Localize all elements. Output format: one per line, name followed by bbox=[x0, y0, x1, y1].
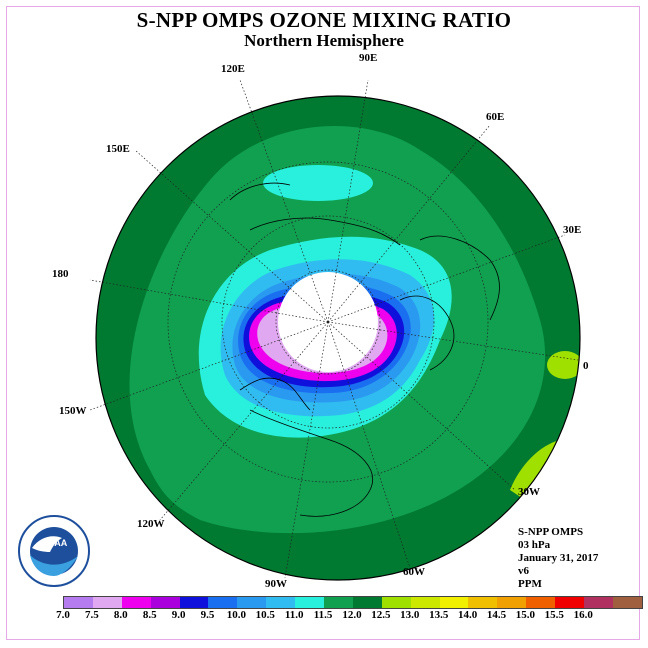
colorbar-tick-label: 15.5 bbox=[544, 609, 564, 621]
colorbar-swatch bbox=[612, 597, 642, 608]
colorbar-swatch bbox=[324, 597, 353, 608]
colorbar-swatch bbox=[266, 597, 296, 608]
lon-label-90w: 90W bbox=[265, 578, 287, 590]
map-subtitle: Northern Hemisphere bbox=[244, 31, 404, 50]
colorbar-swatch bbox=[121, 597, 151, 608]
colorbar-swatch bbox=[150, 597, 180, 608]
colorbar-swatch bbox=[295, 597, 325, 608]
date-label: January 31, 2017 bbox=[518, 552, 599, 564]
colorbar-tick-label: 11.5 bbox=[313, 609, 333, 621]
lon-label-60e: 60E bbox=[486, 111, 505, 123]
colorbar-swatch bbox=[64, 597, 93, 608]
colorbar-tick-label: 11.0 bbox=[284, 609, 304, 621]
colorbar-swatch bbox=[352, 597, 382, 608]
colorbar-tick-label: 7.0 bbox=[56, 609, 70, 621]
colorbar-swatch bbox=[237, 597, 267, 608]
colorbar-swatch bbox=[497, 597, 527, 608]
lon-label-150e: 150E bbox=[106, 143, 130, 155]
colorbar-swatch bbox=[179, 597, 209, 608]
colorbar-tick-label: 12.5 bbox=[371, 609, 391, 621]
lon-label-120e: 120E bbox=[221, 63, 245, 75]
units-label: PPM bbox=[518, 578, 542, 590]
colorbar-swatch bbox=[381, 597, 411, 608]
colorbar-tick-label: 10.0 bbox=[226, 609, 247, 621]
lon-label-150w: 150W bbox=[59, 405, 87, 417]
noaa-logo: NOAA bbox=[18, 515, 90, 587]
noaa-logo-text: NOAA bbox=[41, 538, 68, 548]
ozone-field bbox=[96, 96, 580, 580]
colorbar bbox=[63, 596, 643, 609]
colorbar-swatch bbox=[584, 597, 613, 608]
info-block: S-NPP OMPS 03 hPa January 31, 2017 v6 PP… bbox=[518, 526, 598, 591]
lon-label-30e: 30E bbox=[563, 224, 582, 236]
lon-label-180: 180 bbox=[52, 268, 69, 280]
colorbar-swatch bbox=[208, 597, 238, 608]
colorbar-tick-label: 13.0 bbox=[400, 609, 420, 621]
version-label: v6 bbox=[518, 565, 529, 577]
map-title: S-NPP OMPS OZONE MIXING RATIO bbox=[136, 8, 512, 32]
colorbar-ticks: 7.0 7.5 8.0 8.5 9.0 9.5 10.0 10.5 11.0 11.5 12.0 12… bbox=[49, 609, 609, 623]
colorbar-swatch bbox=[526, 597, 556, 608]
colorbar-swatch bbox=[468, 597, 498, 608]
colorbar-tick-label: 9.5 bbox=[200, 609, 215, 621]
colorbar-tick-label: 13.5 bbox=[429, 609, 449, 621]
pressure-level-label: 03 hPa bbox=[518, 539, 551, 551]
colorbar-tick-label: 16.0 bbox=[573, 609, 593, 621]
colorbar-tick-label: 15.0 bbox=[515, 609, 536, 621]
colorbar-tick-label: 14.0 bbox=[457, 609, 478, 621]
coastlines bbox=[229, 182, 500, 517]
lon-label-30w: 30W bbox=[518, 486, 540, 498]
colorbar-tick-label: 8.0 bbox=[113, 609, 128, 621]
colorbar-swatch bbox=[555, 597, 585, 608]
colorbar-tick-label: 14.5 bbox=[486, 609, 507, 621]
colorbar-tick-label: 7.5 bbox=[85, 609, 99, 621]
lon-label-120w: 120W bbox=[137, 518, 165, 530]
colorbar-tick-label: 12.0 bbox=[342, 609, 362, 621]
lon-label-0: 0 bbox=[583, 360, 589, 372]
map-boundary bbox=[95, 95, 581, 581]
colorbar-tick-label: 10.5 bbox=[255, 609, 275, 621]
colorbar-swatch bbox=[92, 597, 122, 608]
lon-label-90e: 90E bbox=[359, 52, 378, 64]
colorbar-tick-label: 8.5 bbox=[142, 609, 157, 621]
lon-label-60w: 60W bbox=[403, 566, 425, 578]
colorbar-swatch bbox=[410, 597, 440, 608]
colorbar-swatch bbox=[439, 597, 469, 608]
colorbar-tick-label: 9.0 bbox=[171, 609, 186, 621]
figure-frame bbox=[6, 6, 640, 640]
graticule bbox=[89, 79, 579, 579]
instrument-label: S-NPP OMPS bbox=[518, 526, 584, 538]
